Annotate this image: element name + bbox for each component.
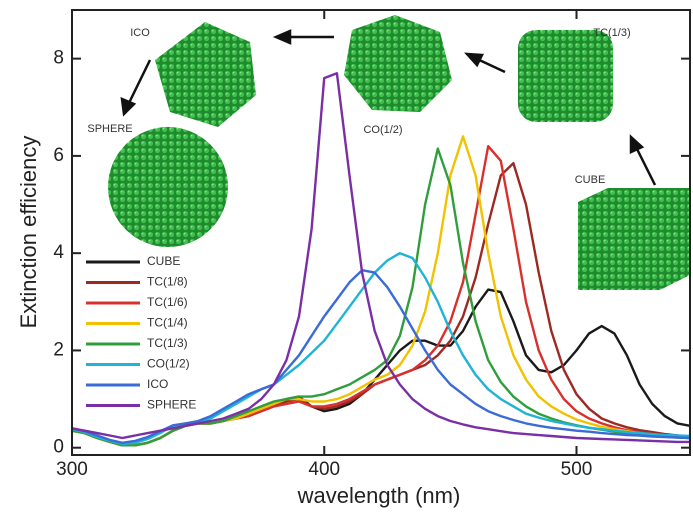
y-tick-label: 0 xyxy=(53,437,64,458)
x-tick-label: 300 xyxy=(56,459,88,480)
legend-label: TC(1/4) xyxy=(147,316,188,330)
arrows xyxy=(120,29,657,186)
x-axis-label: wavelength (nm) xyxy=(297,483,461,508)
ico-shape xyxy=(155,22,256,127)
y-axis-label: Extinction efficiency xyxy=(16,136,41,329)
x-tick-label: 400 xyxy=(308,459,340,480)
sphere-shape xyxy=(108,127,228,247)
legend-label: TC(1/6) xyxy=(147,295,188,309)
tc-shape xyxy=(518,30,613,122)
shape-label: CO(1/2) xyxy=(363,124,402,136)
y-tick-label: 2 xyxy=(53,339,64,360)
legend-label: TC(1/3) xyxy=(147,336,188,350)
ticks xyxy=(71,10,690,455)
lines xyxy=(71,72,691,447)
shape-label: TC(1/3) xyxy=(593,27,630,39)
legend-label: TC(1/8) xyxy=(147,275,188,289)
plot-frame xyxy=(71,9,691,456)
shape-label: ICO xyxy=(130,27,150,39)
co-shape xyxy=(344,15,452,112)
legend: CUBE TC(1/8) TC(1/6) TC(1/4) TC(1/3) CO(1/2) I… xyxy=(86,254,196,412)
legend-label: CO(1/2) xyxy=(147,357,190,371)
y-tick-label: 4 xyxy=(53,242,64,263)
shapes: ICO SPHERE CO(1/2) TC(1/3) CUBE xyxy=(87,15,690,290)
cube-shape xyxy=(578,188,690,290)
legend-label: CUBE xyxy=(147,254,180,268)
y-tick-label: 8 xyxy=(53,48,64,69)
x-tick-label: 500 xyxy=(561,459,593,480)
y-tick-label: 6 xyxy=(53,145,64,166)
series-line xyxy=(71,269,691,444)
series-line xyxy=(71,72,690,444)
shape-label: SPHERE xyxy=(87,123,132,135)
legend-label: SPHERE xyxy=(147,398,196,412)
legend-label: ICO xyxy=(147,377,168,391)
shape-label: CUBE xyxy=(575,174,606,186)
